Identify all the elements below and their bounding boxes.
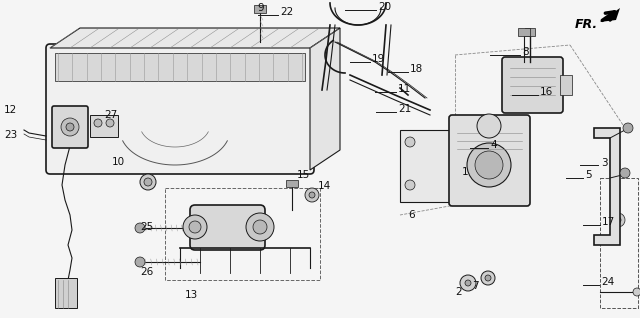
Circle shape <box>135 257 145 267</box>
Circle shape <box>94 119 102 127</box>
Bar <box>254 5 266 13</box>
Text: 7: 7 <box>472 281 479 291</box>
Text: 27: 27 <box>104 110 117 120</box>
Text: 23: 23 <box>4 130 17 140</box>
Text: 9: 9 <box>257 3 264 13</box>
Circle shape <box>611 213 625 227</box>
Circle shape <box>253 220 267 234</box>
Text: 4: 4 <box>490 140 497 150</box>
Bar <box>400 130 452 202</box>
Text: 3: 3 <box>601 158 607 168</box>
Circle shape <box>615 217 621 223</box>
Circle shape <box>475 151 503 179</box>
Text: 18: 18 <box>410 64 423 74</box>
Text: FR.: FR. <box>575 18 598 31</box>
Text: 1: 1 <box>462 167 468 177</box>
Text: 19: 19 <box>372 54 385 64</box>
Polygon shape <box>600 8 620 22</box>
Circle shape <box>405 180 415 190</box>
Text: 2: 2 <box>455 287 461 297</box>
Text: 5: 5 <box>585 170 591 180</box>
Bar <box>90 115 118 137</box>
Circle shape <box>246 213 274 241</box>
Text: 16: 16 <box>540 87 553 97</box>
Circle shape <box>309 192 315 198</box>
Circle shape <box>305 188 319 202</box>
Text: 25: 25 <box>140 222 153 232</box>
Text: 11: 11 <box>398 84 412 94</box>
Text: 14: 14 <box>318 181 332 191</box>
Text: 10: 10 <box>112 157 125 167</box>
Circle shape <box>623 123 633 133</box>
Circle shape <box>140 174 156 190</box>
FancyBboxPatch shape <box>46 44 314 174</box>
Circle shape <box>405 137 415 147</box>
FancyBboxPatch shape <box>449 115 530 206</box>
Bar <box>55 278 77 308</box>
Bar <box>165 188 320 280</box>
Circle shape <box>620 168 630 178</box>
Text: 21: 21 <box>398 104 412 114</box>
Circle shape <box>135 223 145 233</box>
Circle shape <box>183 215 207 239</box>
Text: 15: 15 <box>297 170 310 180</box>
Text: 24: 24 <box>601 277 614 287</box>
Text: 13: 13 <box>185 290 198 300</box>
Bar <box>55 53 305 81</box>
Text: 20: 20 <box>378 2 391 12</box>
Circle shape <box>481 271 495 285</box>
Circle shape <box>465 280 471 286</box>
Bar <box>286 180 298 187</box>
Text: 17: 17 <box>602 217 615 227</box>
Circle shape <box>144 178 152 186</box>
Circle shape <box>477 114 501 138</box>
Bar <box>518 28 530 36</box>
Circle shape <box>189 221 201 233</box>
Circle shape <box>61 118 79 136</box>
Text: 26: 26 <box>140 267 153 277</box>
Bar <box>525 28 535 36</box>
Text: 12: 12 <box>4 105 17 115</box>
Circle shape <box>467 143 511 187</box>
Bar <box>600 178 638 308</box>
Bar <box>560 75 572 95</box>
Polygon shape <box>310 28 340 170</box>
Circle shape <box>106 119 114 127</box>
Circle shape <box>485 275 491 281</box>
FancyBboxPatch shape <box>52 106 88 148</box>
Text: 8: 8 <box>522 47 529 57</box>
FancyBboxPatch shape <box>190 205 265 250</box>
Circle shape <box>633 288 640 296</box>
Text: 6: 6 <box>408 210 415 220</box>
Circle shape <box>66 123 74 131</box>
Circle shape <box>460 275 476 291</box>
Polygon shape <box>594 128 620 245</box>
Text: 22: 22 <box>280 7 293 17</box>
Polygon shape <box>50 28 340 48</box>
FancyBboxPatch shape <box>502 57 563 113</box>
